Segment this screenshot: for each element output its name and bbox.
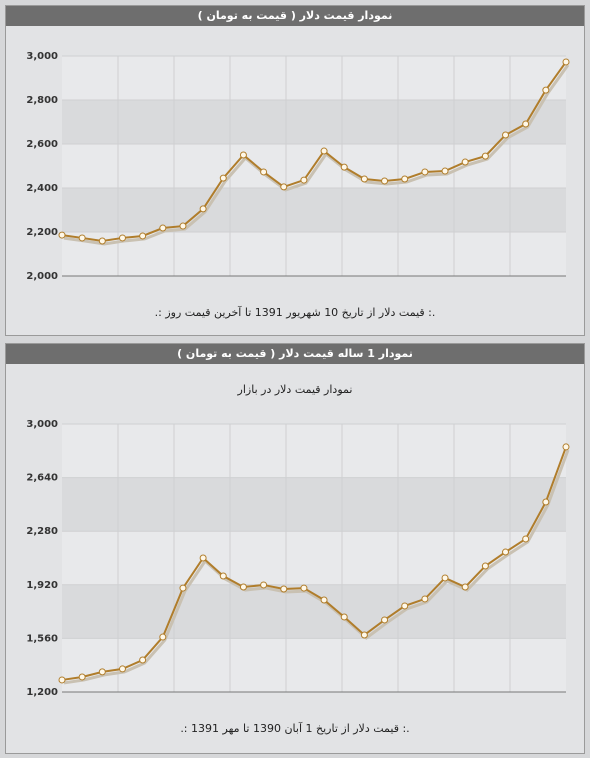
point bbox=[320, 147, 328, 155]
point bbox=[562, 58, 570, 66]
panel-title: نمودار 1 ساله قیمت دلار ( قیمت به تومان … bbox=[6, 344, 584, 364]
point bbox=[381, 177, 389, 185]
point bbox=[199, 205, 207, 213]
point bbox=[360, 631, 368, 639]
point bbox=[300, 176, 308, 184]
grid-band bbox=[62, 477, 566, 532]
y-tick-label: 2,640 bbox=[26, 473, 58, 484]
point bbox=[118, 234, 126, 242]
line-shadow bbox=[63, 64, 570, 246]
point bbox=[481, 562, 489, 570]
panel-title: نمودار قیمت دلار ( قیمت به تومان ) bbox=[6, 6, 584, 26]
point bbox=[401, 175, 409, 183]
grid-band bbox=[62, 100, 566, 144]
point bbox=[179, 222, 187, 230]
point bbox=[260, 581, 268, 589]
y-tick-label: 1,920 bbox=[26, 580, 58, 591]
point bbox=[562, 443, 570, 451]
y-tick-label: 2,600 bbox=[26, 139, 58, 150]
point bbox=[360, 175, 368, 183]
line bbox=[61, 446, 567, 681]
grid-band bbox=[62, 188, 566, 232]
plot-area bbox=[62, 424, 566, 692]
point bbox=[239, 583, 247, 591]
point bbox=[522, 120, 530, 128]
point bbox=[239, 151, 247, 159]
line-shadow bbox=[63, 449, 570, 685]
point bbox=[260, 168, 268, 176]
point bbox=[401, 602, 409, 610]
y-tick-label: 2,000 bbox=[26, 271, 58, 282]
point bbox=[219, 572, 227, 580]
point bbox=[280, 585, 288, 593]
point bbox=[502, 131, 510, 139]
point bbox=[502, 548, 510, 556]
y-tick-label: 1,560 bbox=[26, 633, 58, 644]
grid-band bbox=[62, 584, 566, 639]
subtitle: نمودار قیمت دلار در بازار bbox=[237, 383, 353, 396]
point bbox=[78, 673, 86, 681]
point bbox=[320, 596, 328, 604]
point bbox=[542, 498, 550, 506]
point bbox=[139, 232, 147, 240]
point bbox=[340, 613, 348, 621]
y-tick-label: 3,000 bbox=[26, 51, 58, 62]
point bbox=[522, 535, 530, 543]
point bbox=[159, 633, 167, 641]
point bbox=[481, 152, 489, 160]
point bbox=[542, 86, 550, 94]
point bbox=[461, 583, 469, 591]
y-tick-label: 2,400 bbox=[26, 183, 58, 194]
y-tick-label: 2,200 bbox=[26, 227, 58, 238]
point bbox=[58, 676, 66, 684]
point bbox=[280, 183, 288, 191]
point bbox=[78, 234, 86, 242]
point bbox=[219, 174, 227, 182]
point bbox=[441, 167, 449, 175]
y-tick-label: 3,000 bbox=[26, 419, 58, 430]
point bbox=[179, 584, 187, 592]
point bbox=[421, 595, 429, 603]
point bbox=[139, 656, 147, 664]
y-tick-label: 1,200 bbox=[26, 687, 58, 698]
caption: .: قیمت دلار از تاریخ 10 شهریور 1391 تا … bbox=[154, 306, 436, 319]
point bbox=[159, 224, 167, 232]
y-tick-label: 2,800 bbox=[26, 95, 58, 106]
line bbox=[61, 61, 567, 243]
point bbox=[118, 665, 126, 673]
point bbox=[441, 574, 449, 582]
point bbox=[98, 237, 106, 245]
point bbox=[461, 158, 469, 166]
point bbox=[58, 231, 66, 239]
point bbox=[199, 554, 207, 562]
point bbox=[381, 616, 389, 624]
point bbox=[300, 584, 308, 592]
point bbox=[98, 668, 106, 676]
y-tick-label: 2,280 bbox=[26, 526, 58, 537]
point bbox=[421, 168, 429, 176]
caption: .: قیمت دلار از تاریخ 1 آبان 1390 تا مهر… bbox=[180, 722, 410, 735]
point bbox=[340, 163, 348, 171]
